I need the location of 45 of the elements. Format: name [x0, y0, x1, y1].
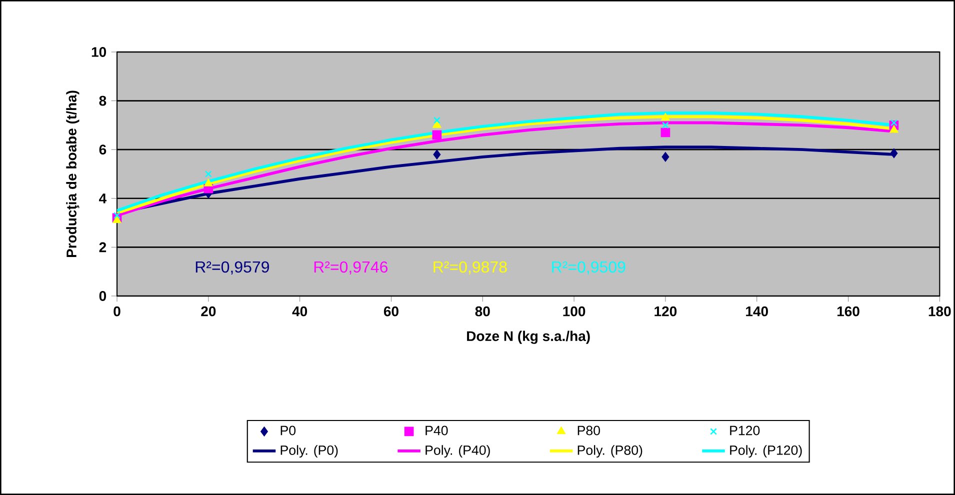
point: [112, 216, 122, 224]
legend-label: Poly. (P80): [578, 445, 642, 458]
x-tick-label: 160: [837, 306, 860, 316]
x-tick-label: 20: [201, 306, 216, 316]
point: [204, 170, 212, 178]
annotation: R²=0,9878: [434, 261, 507, 275]
x-tick-label: 0: [114, 306, 120, 316]
x-tick-label: 80: [475, 306, 490, 316]
point: [660, 128, 670, 138]
legend-label: Poly. (P120): [730, 445, 802, 458]
x-tick-label: 140: [746, 306, 768, 316]
point: [661, 113, 670, 121]
point: [890, 119, 898, 126]
point: [432, 130, 442, 140]
legend-label: Poly. (P40): [426, 445, 490, 458]
x-tick-label: 40: [292, 306, 308, 316]
y-tick-label: 4: [99, 194, 107, 204]
legend-label: P0: [280, 426, 296, 436]
y-tick-label: 0: [99, 291, 106, 301]
x-tick-label: 180: [928, 306, 951, 316]
point: [432, 120, 442, 128]
x-tick-label: 60: [384, 306, 398, 316]
legend-label: Poly. (P0): [280, 445, 338, 458]
annotation: R²=0,9746: [314, 261, 388, 275]
y-tick-label: 8: [99, 96, 106, 106]
y-tick-label: 6: [99, 144, 106, 155]
point: [890, 125, 898, 133]
point: [662, 152, 670, 162]
legend-label: P80: [578, 426, 600, 436]
point: [204, 179, 213, 186]
point: [890, 148, 898, 158]
x-tick-label: 120: [654, 306, 677, 316]
point: [114, 212, 121, 219]
y-axis-title: Producţia de boabe (t/ha): [66, 90, 80, 258]
x-tick-label: 100: [563, 306, 586, 316]
y-tick-label: 2: [99, 242, 106, 252]
x-axis-title: Doze N (kg s.a./ha): [467, 330, 590, 344]
y-tick-label: 10: [92, 47, 106, 57]
point: [433, 150, 441, 160]
point: [433, 116, 440, 124]
legend-label: P120: [730, 426, 760, 436]
legend-label: P40: [426, 426, 448, 436]
annotation: R²=0,9509: [552, 261, 626, 275]
point: [662, 122, 669, 129]
annotation: R²=0,9579: [196, 261, 269, 275]
